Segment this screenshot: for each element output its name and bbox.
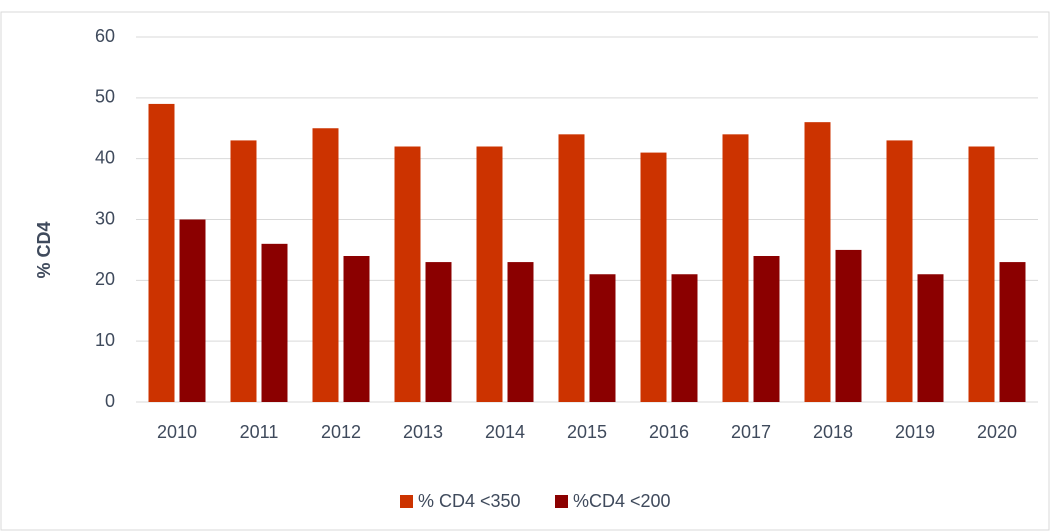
bar — [589, 274, 616, 402]
legend-swatch — [400, 495, 413, 508]
bar — [507, 262, 534, 402]
bar — [999, 262, 1026, 402]
bar — [753, 256, 780, 402]
x-tick-label: 2012 — [321, 422, 361, 442]
y-tick-label: 50 — [95, 87, 115, 107]
y-tick-label: 10 — [95, 330, 115, 350]
y-tick-label: 60 — [95, 26, 115, 46]
bar — [722, 134, 749, 403]
x-tick-label: 2017 — [731, 422, 771, 442]
x-tick-label: 2016 — [649, 422, 689, 442]
bar — [804, 122, 831, 403]
legend-label: % CD4 <350 — [418, 491, 521, 511]
legend-swatch — [555, 495, 568, 508]
bar — [312, 128, 339, 402]
bar — [558, 134, 585, 403]
bar — [425, 262, 452, 402]
x-tick-label: 2015 — [567, 422, 607, 442]
x-tick-label: 2014 — [485, 422, 525, 442]
bar — [343, 256, 370, 402]
bar — [230, 140, 257, 402]
y-axis-label: % CD4 — [34, 221, 54, 278]
bar — [261, 243, 288, 402]
bar — [179, 219, 206, 402]
x-tick-label: 2011 — [240, 422, 279, 442]
bar — [917, 274, 944, 402]
bar — [671, 274, 698, 402]
x-tick-label: 2010 — [157, 422, 197, 442]
x-tick-label: 2020 — [977, 422, 1017, 442]
y-tick-label: 20 — [95, 269, 115, 289]
bar — [886, 140, 913, 402]
y-tick-label: 0 — [105, 391, 115, 411]
legend-label: %CD4 <200 — [573, 491, 671, 511]
y-tick-label: 30 — [95, 208, 115, 228]
bar — [640, 152, 667, 402]
y-tick-label: 40 — [95, 147, 115, 167]
x-tick-label: 2018 — [813, 422, 853, 442]
bar — [835, 249, 862, 402]
bar — [476, 146, 503, 402]
bar — [968, 146, 995, 402]
x-tick-label: 2019 — [895, 422, 935, 442]
bar — [148, 103, 175, 403]
x-tick-label: 2013 — [403, 422, 443, 442]
bar — [394, 146, 421, 402]
